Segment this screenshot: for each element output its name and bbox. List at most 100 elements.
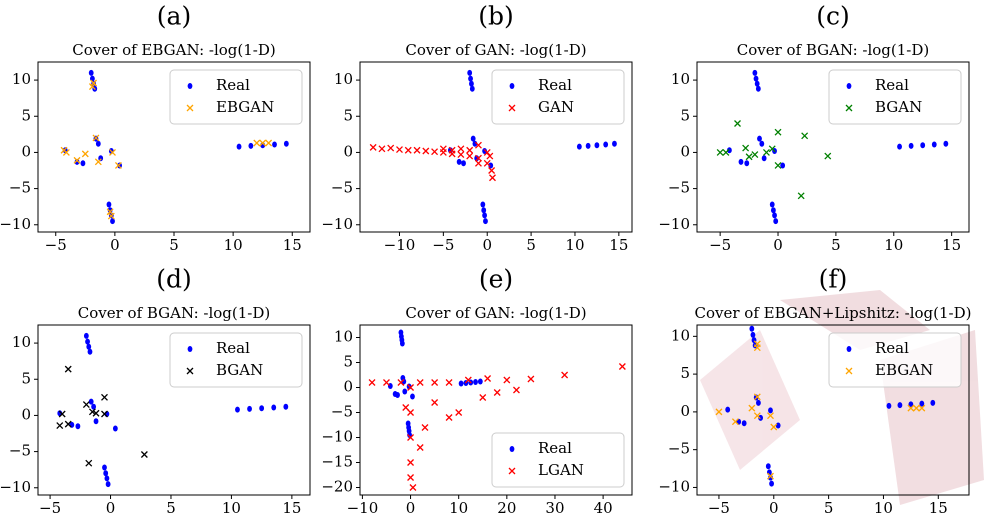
x-tick-label: 15 [929, 499, 948, 515]
x-tick-label: 10 [565, 236, 584, 254]
watermark [700, 290, 984, 505]
point [416, 379, 424, 386]
x-tick-label: 10 [449, 499, 468, 515]
point [768, 407, 773, 414]
point [248, 142, 254, 149]
point [101, 393, 108, 401]
x-tick-label: 0 [406, 499, 416, 515]
point [482, 212, 487, 219]
point [402, 404, 410, 411]
point [722, 148, 730, 156]
point [104, 475, 110, 482]
legend-label: Real [538, 439, 572, 457]
y-tick-label: 0 [21, 405, 31, 423]
point [466, 146, 474, 154]
point [618, 363, 626, 370]
point [741, 420, 747, 427]
point [744, 160, 750, 167]
point [919, 400, 925, 407]
x-tick-label: 10 [874, 499, 893, 515]
point [748, 404, 756, 412]
point [74, 158, 80, 165]
point [253, 139, 261, 147]
point [738, 158, 744, 165]
plot-frame [359, 61, 633, 233]
legend-label: EBGAN [875, 361, 933, 379]
y-tick-label: −10 [658, 477, 690, 495]
point [457, 145, 465, 153]
y-tick-label: −15 [321, 453, 353, 471]
point [908, 142, 914, 149]
legend-marker [509, 446, 515, 452]
point [445, 414, 453, 421]
panel-label: (c) [816, 2, 850, 31]
point [461, 160, 466, 167]
point [477, 378, 483, 385]
point [439, 145, 447, 153]
point [114, 161, 122, 169]
legend-label: LGAN [538, 461, 584, 479]
x-tick-label: 10 [222, 499, 241, 515]
point [409, 484, 417, 491]
point [448, 146, 456, 154]
point [431, 148, 439, 156]
point [62, 148, 70, 156]
point [488, 167, 496, 174]
legend-marker [187, 83, 193, 89]
y-tick-label: 0 [21, 142, 31, 160]
x-tick-label: 0 [482, 236, 492, 254]
point [483, 159, 491, 167]
chart-title: Cover of EBGAN+Lipshitz: -log(1-D) [694, 304, 971, 322]
legend-box [169, 69, 303, 125]
point [473, 379, 478, 385]
point [421, 424, 429, 431]
y-tick-label: 5 [21, 369, 31, 387]
panel-label: (d) [156, 265, 192, 294]
point [82, 401, 90, 409]
point [56, 422, 64, 430]
point [271, 404, 277, 411]
x-tick-label: 10 [224, 236, 243, 254]
chart-title: Cover of EBGAN: -log(1-D) [72, 41, 275, 59]
point [824, 152, 832, 160]
x-tick-label: 15 [283, 236, 302, 254]
point [912, 404, 920, 412]
point [413, 146, 421, 154]
subplot: (c) Cover of BGAN: -log(1-D) −5 0 5 10 15 −10 −5… [658, 2, 970, 254]
point [140, 451, 148, 458]
legend-marker [846, 346, 852, 352]
y-tick-label: 0 [343, 142, 353, 160]
x-tick-label: 40 [594, 499, 613, 515]
point [102, 464, 107, 471]
point [93, 418, 99, 425]
point [283, 403, 289, 410]
y-tick-label: 10 [334, 70, 353, 88]
point [468, 75, 473, 82]
legend-label: Real [216, 339, 250, 357]
point [752, 69, 758, 76]
subplot: (f) Cover of EBGAN+Lipshitz: -log(1-D) −5 0… [658, 265, 971, 515]
point [112, 425, 118, 432]
point [797, 192, 805, 200]
x-tick-label: 0 [769, 499, 779, 515]
point [756, 399, 761, 406]
point [272, 141, 277, 148]
y-tick-label: −5 [668, 440, 690, 458]
x-tick-label: 15 [282, 499, 301, 515]
legend-label: GAN [538, 98, 574, 116]
point [106, 201, 112, 208]
y-tick-label: −5 [9, 442, 31, 460]
point [749, 325, 755, 332]
point [755, 85, 761, 92]
legend-box [491, 69, 625, 125]
point [265, 139, 273, 147]
point [87, 348, 93, 355]
point [247, 405, 252, 412]
point [407, 434, 415, 441]
point [486, 152, 494, 160]
point [103, 470, 109, 477]
y-tick-label: 10 [671, 70, 690, 88]
point [397, 379, 405, 386]
point [527, 375, 535, 383]
